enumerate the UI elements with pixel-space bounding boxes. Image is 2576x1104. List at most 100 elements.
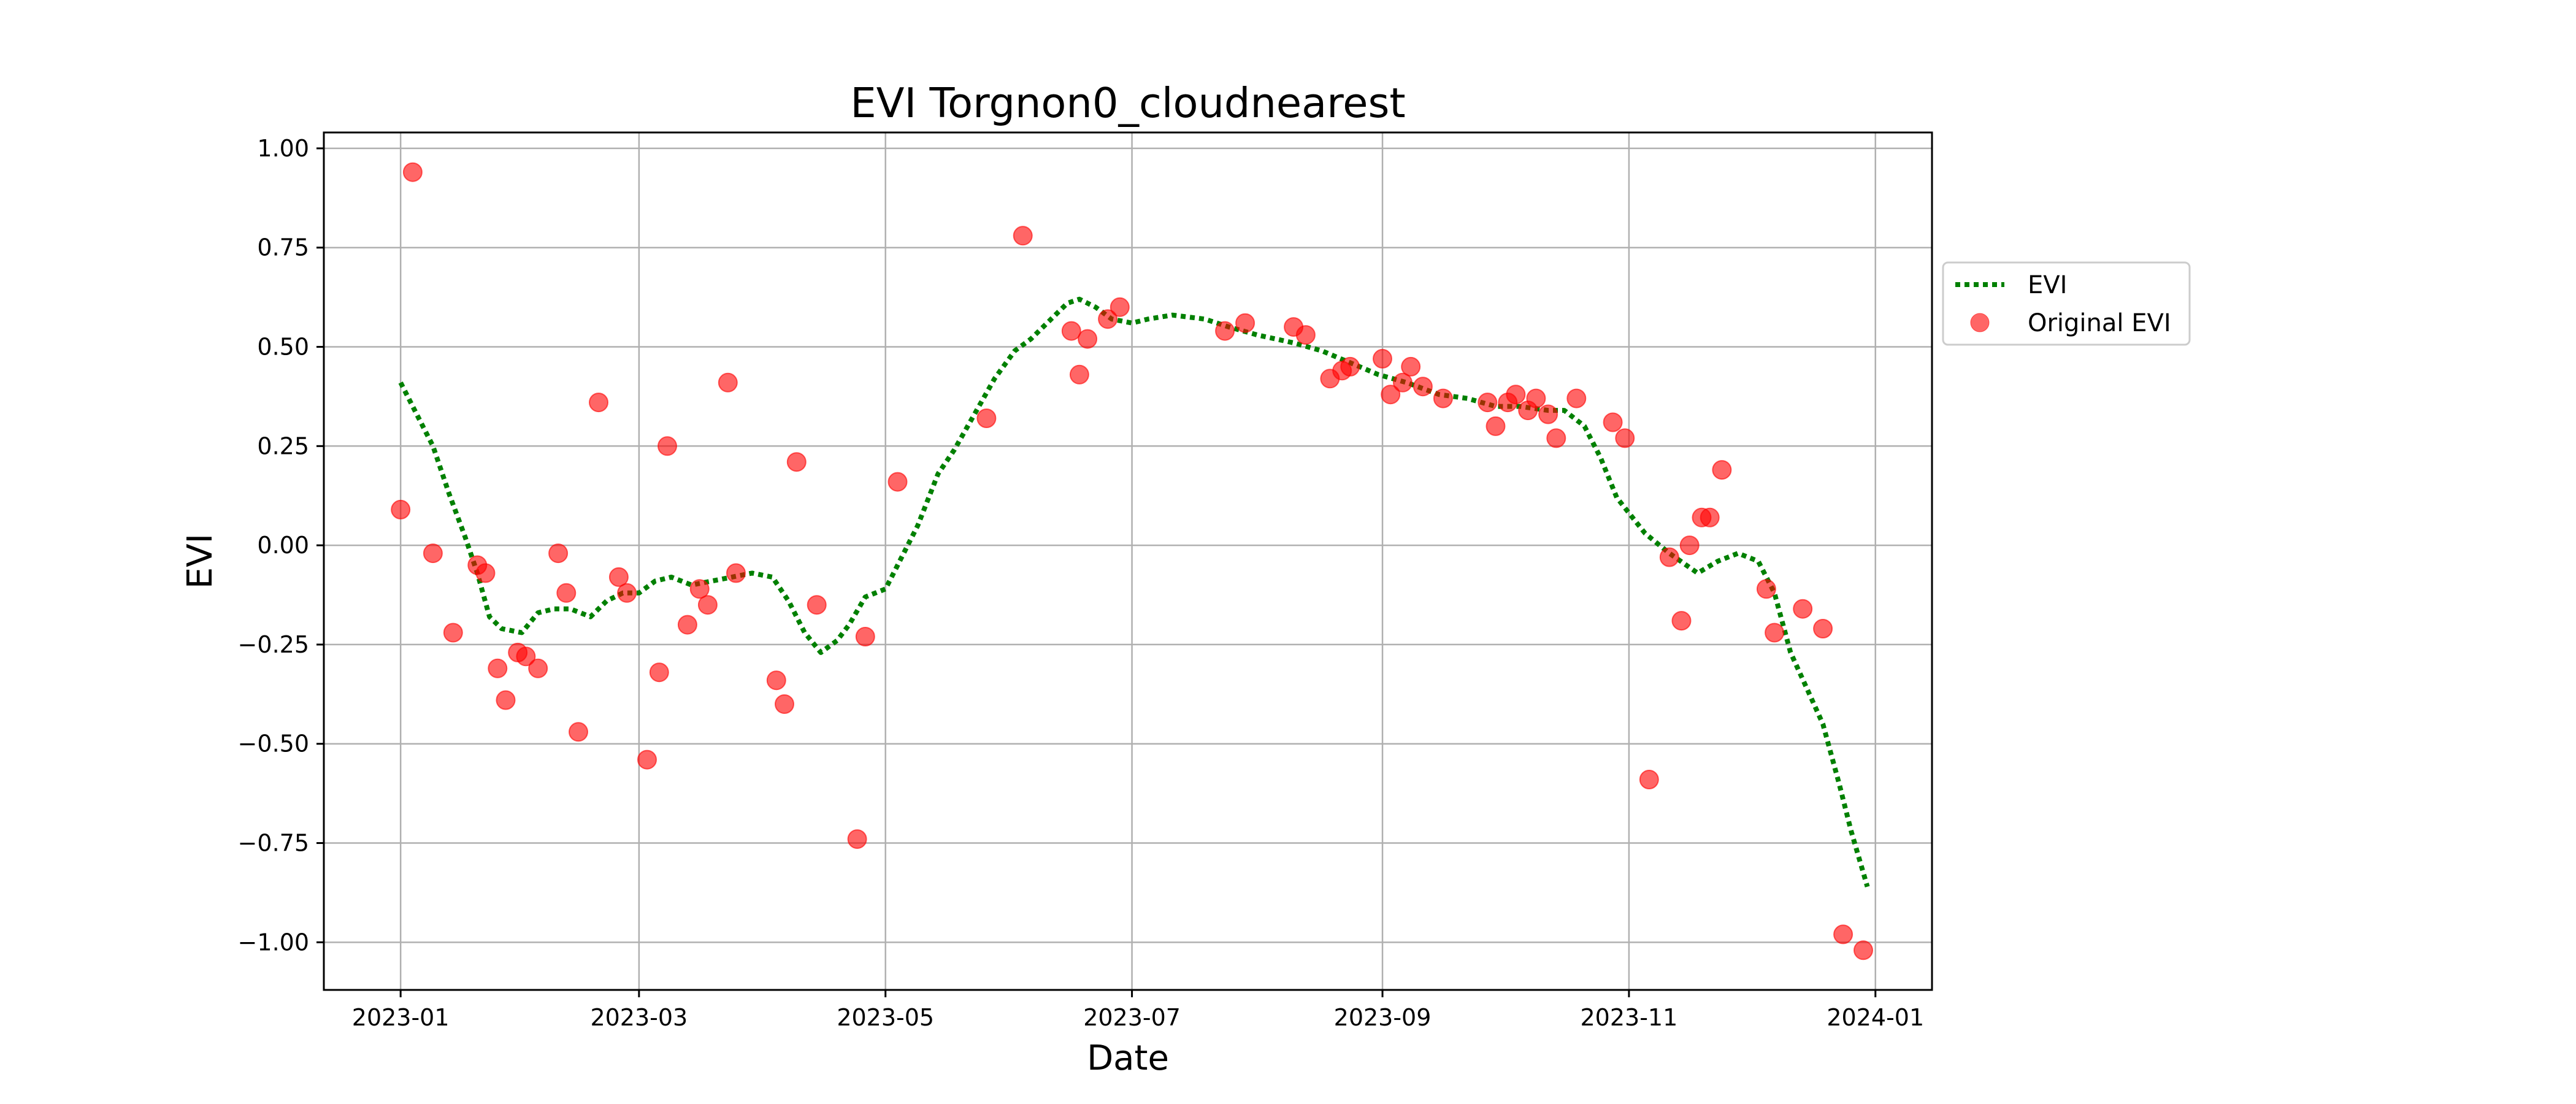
original-evi-point [1526,388,1546,408]
original-evi-point [1639,770,1659,789]
original-evi-point [1712,460,1732,480]
y-axis-title: EVI [180,534,220,589]
original-evi-point [1546,428,1566,448]
x-tick-label: 2023-01 [352,1004,450,1031]
original-evi-point [1295,325,1316,345]
original-evi-point [402,162,423,182]
original-evi-point [697,595,718,615]
evi-line [398,296,1870,887]
original-evi-point [976,408,997,428]
original-evi-point [766,670,786,691]
legend-label-original-evi: Original EVI [2028,309,2171,337]
x-tick-label: 2023-09 [1334,1004,1432,1031]
original-evi-point [855,627,875,646]
original-evi-point [423,543,443,564]
plot-area [324,132,1932,990]
original-evi-point [1679,535,1700,556]
legend: EVI Original EVI [1942,261,2191,346]
grid [324,132,1932,990]
original-evi-point [1615,428,1635,448]
legend-label-evi: EVI [2028,271,2067,299]
x-tick-label: 2024-01 [1827,1004,1924,1031]
y-tick-label: −0.25 [238,631,309,658]
x-tick-label: 2023-03 [590,1004,688,1031]
original-evi-point [1381,385,1401,405]
original-evi-point [657,436,677,456]
original-evi-point [608,567,629,587]
x-axis-ticks: 2023-01 2023-03 2023-05 2023-07 2023-09 2023-… [352,990,1924,1031]
original-evi-point [528,658,548,678]
original-evi-point [1478,393,1498,413]
original-evi-point [649,662,669,683]
original-evi-point [1078,329,1098,349]
y-tick-label: 0.25 [257,432,309,459]
x-tick-label: 2023-07 [1083,1004,1181,1031]
x-axis-title: Date [1087,1038,1169,1078]
original-evi-point [475,563,496,583]
original-evi-point [1566,388,1587,408]
chart-title: EVI Torgnon0_cloudnearest [850,79,1405,127]
original-evi-point [1506,385,1526,405]
original-evi-point [1538,404,1558,424]
original-evi-point [1215,321,1235,341]
original-evi-point [1485,416,1506,436]
original-evi-point [1671,611,1692,631]
original-evi-point [1793,599,1813,619]
original-evi-point [847,829,867,849]
original-evi-point [1110,297,1130,317]
y-tick-label: 0.75 [257,234,309,261]
original-evi-point [1393,372,1413,393]
original-evi-point [569,722,588,742]
original-evi-point [1853,940,1873,960]
evi-line-series [398,296,1870,887]
original-evi-point [1756,579,1776,599]
y-axis-ticks: 1.00 0.75 0.50 0.25 0.00 −0.25 −0.50 −0.75 −1.00 [238,135,324,956]
original-evi-point [1813,619,1833,638]
original-evi-point [589,393,608,413]
original-evi-point [1061,321,1081,341]
original-evi-point [1659,547,1679,567]
y-tick-label: −0.50 [238,730,309,757]
y-tick-label: 0.50 [257,334,309,361]
legend-box [1942,261,2191,346]
original-evi-point [516,646,536,667]
original-evi-point [726,563,746,583]
y-tick-label: 0.00 [257,532,309,559]
original-evi-point [488,658,508,678]
original-evi-point [391,499,411,519]
plot-frame [323,131,1933,991]
original-evi-point [1413,377,1433,397]
original-evi-point [677,615,697,635]
original-evi-point [1765,623,1785,643]
original-evi-point [1433,388,1453,408]
original-evi-point [443,623,463,643]
original-evi-points [391,162,1873,960]
original-evi-point [1340,356,1360,377]
y-tick-label: −1.00 [238,929,309,956]
original-evi-point [775,694,794,714]
original-evi-point [637,749,657,770]
y-tick-label: 1.00 [257,135,309,162]
original-evi-point [1235,313,1255,333]
original-evi-point [718,372,738,393]
original-evi-point [689,579,710,599]
original-evi-point [1833,924,1853,945]
original-evi-point [617,583,637,603]
original-evi-point [887,472,908,492]
legend-point-swatch [1970,313,1990,332]
original-evi-point [1098,309,1118,329]
original-evi-point [556,583,577,603]
x-tick-label: 2023-05 [837,1004,934,1031]
original-evi-point [1013,226,1033,246]
original-evi-point [786,452,807,472]
original-evi-point [548,543,569,564]
original-evi-point [1401,356,1421,377]
original-evi-point [1700,507,1720,527]
original-evi-point [1069,364,1089,385]
original-evi-point [1603,412,1623,432]
original-evi-point [807,595,827,615]
x-tick-label: 2023-11 [1581,1004,1678,1031]
y-tick-label: −0.75 [238,830,309,857]
original-evi-point [496,690,516,710]
